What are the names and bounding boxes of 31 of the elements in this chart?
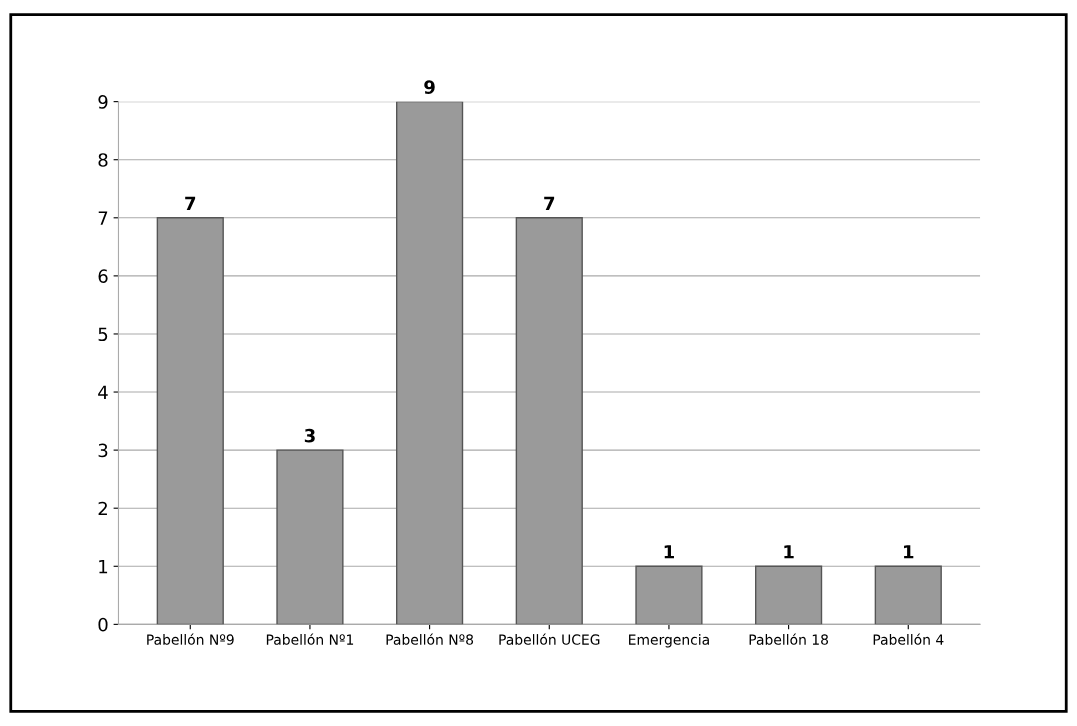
bar xyxy=(754,565,823,625)
x-tick-label: Pabellón Nº1 xyxy=(266,633,354,645)
x-tick-label: Emergencia xyxy=(629,634,709,648)
x-tick-label: Pabellón 4 xyxy=(873,633,944,645)
y-tick-label: 1 xyxy=(99,559,108,574)
y-tick-label: 7 xyxy=(98,211,108,225)
bar xyxy=(395,101,464,625)
data-label: 1 xyxy=(664,545,674,559)
y-tick-label: 4 xyxy=(98,385,108,399)
data-label: 7 xyxy=(185,196,196,210)
y-tick-label: 0 xyxy=(98,617,108,632)
bar xyxy=(874,565,942,625)
bar xyxy=(635,565,703,625)
y-tick-label: 9 xyxy=(98,95,108,109)
bar xyxy=(276,449,344,625)
x-tick-label: Pabellón Nº8 xyxy=(386,633,474,645)
data-label: 1 xyxy=(784,545,794,559)
data-label: 7 xyxy=(544,196,555,210)
y-tick-label: 5 xyxy=(98,327,108,342)
data-label: 1 xyxy=(904,545,914,559)
y-tick-label: 3 xyxy=(98,443,108,458)
bar xyxy=(515,217,583,625)
data-label: 3 xyxy=(304,428,315,443)
x-tick-label: Pabellón UCEG xyxy=(499,633,600,645)
x-tick-label: Pabellón Nº9 xyxy=(147,633,234,645)
x-tick-label: Pabellón 18 xyxy=(749,633,829,645)
data-label: 9 xyxy=(424,80,435,94)
y-tick-label: 8 xyxy=(98,153,108,167)
y-tick-label: 6 xyxy=(98,269,108,283)
bar xyxy=(156,217,224,625)
y-tick-label: 2 xyxy=(98,501,107,516)
